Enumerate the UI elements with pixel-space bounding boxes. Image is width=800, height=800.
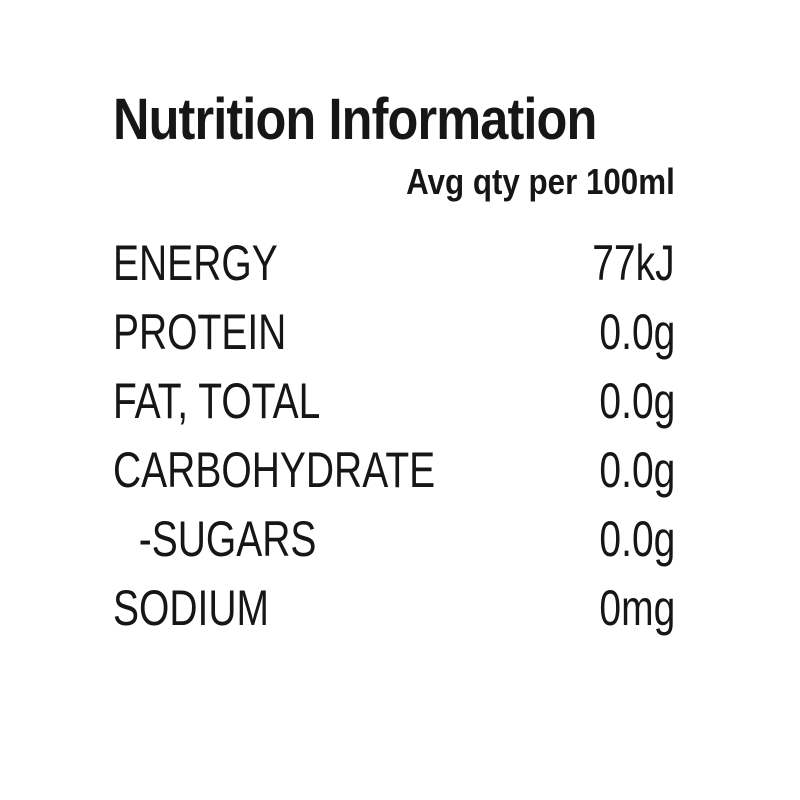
nutrient-name: ENERGY <box>113 235 278 291</box>
nutrition-row-sodium: SODIUM 0mg <box>113 579 675 648</box>
nutrient-name: PROTEIN <box>113 304 287 360</box>
nutrition-rows: ENERGY 77kJ PROTEIN 0.0g FAT, TOTAL 0.0g… <box>113 234 675 648</box>
nutrition-row-energy: ENERGY 77kJ <box>113 234 675 303</box>
nutrient-name: -SUGARS <box>138 511 317 567</box>
nutrient-value: 0.0g <box>599 511 675 567</box>
nutrient-name: CARBOHYDRATE <box>113 442 436 498</box>
nutrition-row-fat-total: FAT, TOTAL 0.0g <box>113 372 675 441</box>
nutrient-value: 0.0g <box>599 304 675 360</box>
nutrition-row-protein: PROTEIN 0.0g <box>113 303 675 372</box>
nutrient-value: 0.0g <box>599 373 675 429</box>
nutrition-panel: Nutrition Information Avg qty per 100ml … <box>113 88 675 648</box>
nutrient-value: 0.0g <box>599 442 675 498</box>
nutrient-value: 0mg <box>599 580 675 636</box>
nutrient-name: SODIUM <box>113 580 269 636</box>
serving-basis-label: Avg qty per 100ml <box>406 161 675 202</box>
serving-basis-row: Avg qty per 100ml <box>113 160 675 204</box>
nutrition-row-sugars: -SUGARS 0.0g <box>113 510 675 579</box>
nutrient-name: FAT, TOTAL <box>113 373 321 429</box>
nutrition-title: Nutrition Information <box>113 87 597 152</box>
nutrient-value: 77kJ <box>592 235 675 291</box>
nutrition-row-carbohydrate: CARBOHYDRATE 0.0g <box>113 441 675 510</box>
